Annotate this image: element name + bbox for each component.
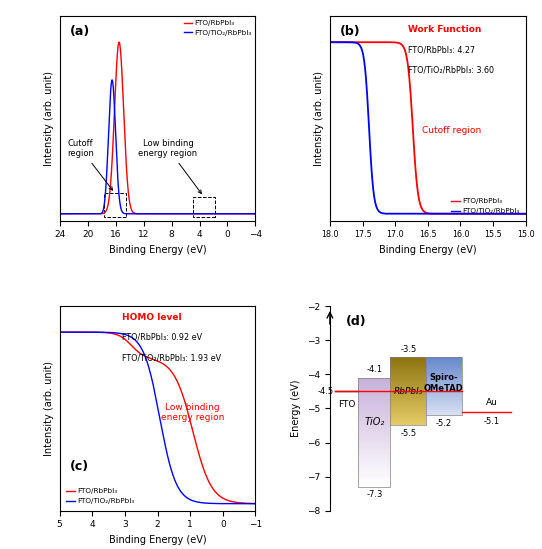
Text: (a): (a) [69,25,89,38]
X-axis label: Binding Energy (eV): Binding Energy (eV) [379,245,476,255]
Text: (b): (b) [340,25,360,38]
Text: -5.2: -5.2 [436,419,452,428]
Legend: FTO/RbPbI₃, FTO/TiO₂/RbPbI₃: FTO/RbPbI₃, FTO/TiO₂/RbPbI₃ [63,485,137,507]
Text: FTO/TiO₂/RbPbI₃: 1.93 eV: FTO/TiO₂/RbPbI₃: 1.93 eV [122,354,222,362]
Text: -5.1: -5.1 [484,417,500,426]
Text: -4.5: -4.5 [317,387,333,396]
Text: FTO/RbPbI₃: 4.27: FTO/RbPbI₃: 4.27 [408,45,475,54]
Text: Spiro-
OMeTAD: Spiro- OMeTAD [424,373,464,393]
Y-axis label: Energy (eV): Energy (eV) [292,380,301,437]
Text: (d): (d) [346,315,366,328]
Text: Low binding
energy region: Low binding energy region [138,139,202,193]
Text: FTO/TiO₂/RbPbI₃: 3.60: FTO/TiO₂/RbPbI₃: 3.60 [408,65,494,75]
Y-axis label: Intensity (arb. unit): Intensity (arb. unit) [44,361,54,456]
X-axis label: Binding Energy (eV): Binding Energy (eV) [109,535,207,545]
Text: Work Function: Work Function [408,25,482,33]
Legend: FTO/RbPbI₃, FTO/TiO₂/RbPbI₃: FTO/RbPbI₃, FTO/TiO₂/RbPbI₃ [448,195,522,217]
Text: FTO/RbPbI₃: 0.92 eV: FTO/RbPbI₃: 0.92 eV [122,333,202,342]
Text: FTO: FTO [338,400,356,409]
Text: -5.5: -5.5 [400,429,416,438]
Text: -7.3: -7.3 [366,490,383,499]
Text: -4.1: -4.1 [366,366,383,374]
Y-axis label: Intensity (arb. unit): Intensity (arb. unit) [314,71,324,166]
Text: RbPbI₃: RbPbI₃ [393,387,423,396]
Bar [192,197,215,217]
Text: Cutoff region: Cutoff region [422,126,481,135]
Text: Cutoff
region: Cutoff region [67,139,113,190]
Bar [104,193,126,217]
X-axis label: Binding Energy (eV): Binding Energy (eV) [109,245,207,255]
Bar [390,357,426,425]
Text: -3.5: -3.5 [400,345,416,354]
Text: HOMO level: HOMO level [122,312,182,322]
Text: (c): (c) [69,460,88,473]
Legend: FTO/RbPbI₃, FTO/TiO₂/RbPbI₃: FTO/RbPbI₃, FTO/TiO₂/RbPbI₃ [184,20,252,36]
Text: Low binding
energy region: Low binding energy region [161,403,224,422]
Bar [358,378,390,487]
Bar [426,357,462,415]
Text: Au: Au [486,398,498,407]
Y-axis label: Intensity (arb. unit): Intensity (arb. unit) [44,71,54,166]
Text: TiO₂: TiO₂ [364,417,384,427]
